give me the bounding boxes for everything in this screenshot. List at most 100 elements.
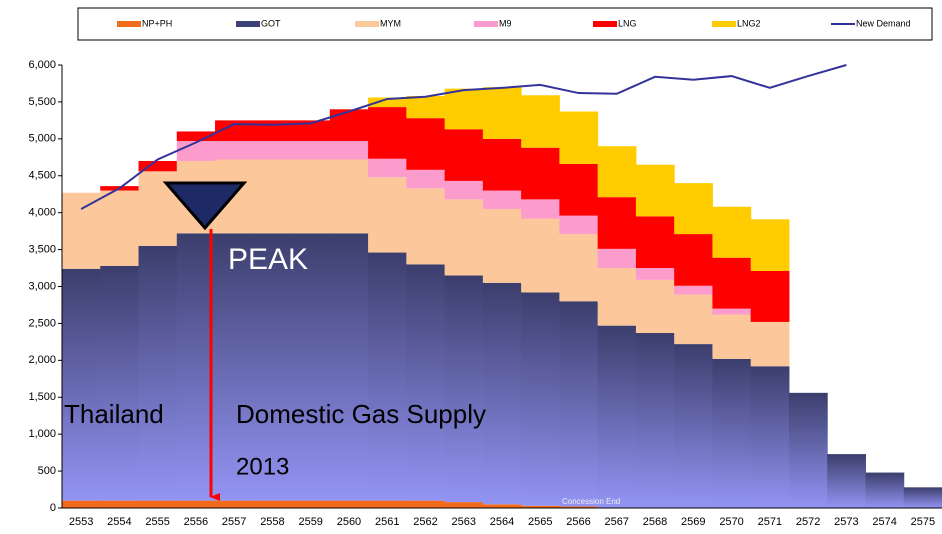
x-tick-label: 2568 (643, 516, 667, 528)
bar-segment (368, 158, 407, 178)
bar-segment (62, 268, 101, 501)
x-tick-label: 2565 (528, 516, 552, 528)
bar-segment (827, 454, 866, 508)
bar-segment (482, 190, 522, 209)
x-tick-label: 2564 (490, 516, 514, 528)
bar-segment (329, 233, 369, 501)
y-tick-label: 3,000 (28, 280, 56, 292)
bar-segment (291, 120, 331, 142)
legend-label: MYM (380, 18, 401, 28)
peak-marker (162, 181, 248, 231)
legend-swatch (712, 21, 736, 27)
x-tick-label: 2558 (260, 516, 284, 528)
bar-segment (444, 88, 484, 130)
annotation: Concession End (562, 497, 620, 506)
demand-line (80, 64, 847, 210)
y-tick-label: 500 (38, 465, 56, 477)
bar-segment (674, 183, 713, 235)
bar-segment (521, 199, 560, 219)
bar-segment (712, 314, 752, 359)
bar-segment (444, 180, 484, 200)
bar-segment (215, 120, 254, 142)
legend-label: LNG (618, 18, 637, 28)
bar-segment (368, 252, 407, 501)
y-tick-label: 5,500 (28, 96, 56, 108)
legend-label: M9 (499, 18, 512, 28)
bar-segment (406, 188, 446, 265)
bar-segment (674, 294, 713, 345)
annotation: 2013 (236, 453, 289, 480)
bar-segment (482, 282, 522, 505)
bar-segment (482, 87, 522, 139)
bar-segment (521, 505, 560, 508)
bar-segment (444, 199, 484, 276)
x-tick-label: 2567 (605, 516, 629, 528)
bar-segment (559, 163, 599, 216)
bar-segment (444, 129, 484, 181)
bar-segment (176, 233, 216, 501)
bar-segment (482, 504, 522, 508)
bar-segment (176, 131, 216, 142)
bar-segment (712, 308, 752, 315)
legend-label: LNG2 (737, 18, 761, 28)
legend-label: NP+PH (142, 18, 172, 28)
y-tick-label: 0 (50, 502, 56, 514)
bar-segment (559, 301, 599, 507)
bar-segment (635, 333, 675, 508)
bar-segment (521, 147, 560, 200)
bar-segment (253, 141, 293, 160)
annotation: Domestic Gas Supply (236, 399, 486, 429)
bar-segment (329, 500, 369, 508)
bar-segment (559, 111, 599, 164)
bar-segment (329, 159, 369, 234)
bar-segment (368, 107, 407, 159)
bar-segment (329, 109, 369, 142)
bar-segment (597, 197, 637, 249)
bar-segment (750, 219, 790, 271)
bar-segment (406, 96, 446, 119)
bar-segment (253, 233, 293, 501)
bar-segment (291, 233, 331, 501)
x-tick-label: 2563 (451, 516, 475, 528)
bar-segment (406, 169, 446, 189)
x-tick-label: 2553 (69, 516, 93, 528)
x-tick-label: 2570 (719, 516, 743, 528)
bar-segment (444, 275, 484, 503)
bar-segment (62, 192, 101, 269)
bar-segment (559, 506, 599, 508)
bar-segment (215, 141, 254, 160)
bar-segment (444, 502, 484, 508)
x-tick-label: 2569 (681, 516, 705, 528)
bar-segment (597, 268, 637, 326)
legend-swatch (474, 21, 498, 27)
legend-label: GOT (261, 18, 281, 28)
bar-segment (712, 358, 752, 508)
x-tick-label: 2571 (758, 516, 782, 528)
bar-segment (865, 472, 905, 508)
bar-segment (100, 190, 140, 266)
bar-segment (368, 177, 407, 253)
y-tick-label: 4,500 (28, 170, 56, 182)
legend-box (77, 7, 933, 41)
bar-segment (635, 279, 675, 334)
bar-segment (100, 500, 140, 508)
y-tick-label: 6,000 (28, 59, 56, 71)
x-tick-label: 2575 (911, 516, 935, 528)
bar-segment (482, 208, 522, 283)
x-tick-label: 2559 (298, 516, 322, 528)
x-tick-label: 2573 (834, 516, 858, 528)
bar-segment (712, 257, 752, 309)
bar-segment (521, 95, 560, 148)
bar-segment (368, 500, 407, 508)
bar-segment (597, 325, 637, 508)
bar-segment (635, 216, 675, 269)
bar-segment (521, 218, 560, 293)
bar-segment (521, 292, 560, 506)
bar-segment (253, 500, 293, 508)
bar-segment (406, 264, 446, 501)
bar-segment (62, 500, 101, 508)
bar-segment (635, 268, 675, 280)
bar-segment (291, 159, 331, 234)
bar-segment (368, 97, 407, 108)
